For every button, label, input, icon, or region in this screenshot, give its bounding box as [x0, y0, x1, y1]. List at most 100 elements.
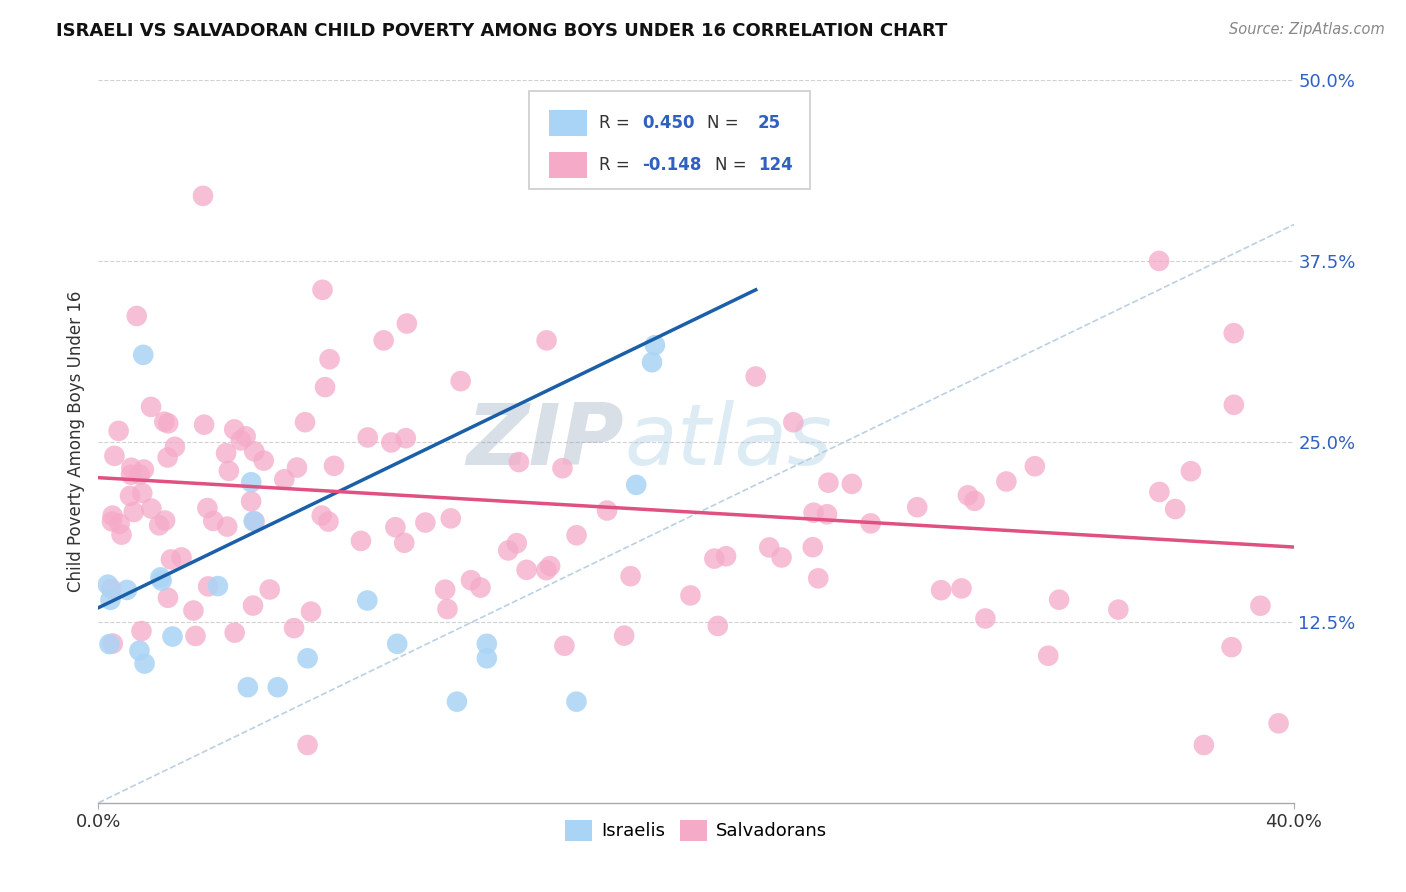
Point	[440, 511, 463, 525]
Point	[1223, 326, 1246, 340]
Point	[215, 446, 238, 460]
Point	[357, 430, 380, 444]
Text: 124: 124	[758, 156, 793, 174]
Text: Source: ZipAtlas.com: Source: ZipAtlas.com	[1229, 22, 1385, 37]
Point	[384, 520, 406, 534]
Point	[242, 599, 264, 613]
Point	[380, 435, 402, 450]
Point	[157, 417, 180, 431]
Point	[613, 629, 636, 643]
Point	[807, 571, 830, 585]
Point	[1038, 648, 1060, 663]
Text: 25: 25	[758, 114, 782, 132]
Point	[596, 503, 619, 517]
Point	[506, 536, 529, 550]
Point	[508, 455, 530, 469]
Y-axis label: Child Poverty Among Boys Under 16: Child Poverty Among Boys Under 16	[66, 291, 84, 592]
Point	[929, 583, 952, 598]
Point	[141, 501, 163, 516]
Point	[626, 478, 648, 492]
Text: R =: R =	[599, 114, 636, 132]
Point	[217, 519, 239, 533]
Point	[553, 639, 575, 653]
Point	[841, 476, 863, 491]
Point	[259, 582, 281, 597]
Point	[565, 528, 588, 542]
Text: atlas: atlas	[624, 400, 832, 483]
Point	[644, 338, 666, 352]
Point	[551, 461, 574, 475]
Point	[815, 507, 838, 521]
Point	[128, 467, 150, 482]
Point	[394, 535, 416, 549]
Point	[118, 489, 141, 503]
FancyBboxPatch shape	[548, 111, 588, 136]
Point	[974, 611, 997, 625]
Point	[218, 464, 240, 478]
Point	[496, 543, 519, 558]
Point	[243, 515, 266, 529]
Point	[470, 581, 492, 595]
Point	[101, 515, 124, 529]
Point	[273, 472, 295, 486]
Point	[1164, 502, 1187, 516]
Point	[242, 514, 264, 528]
Point	[134, 657, 156, 671]
Point	[156, 450, 179, 465]
Point	[758, 541, 780, 555]
Point	[224, 625, 246, 640]
Point	[395, 431, 418, 445]
Point	[122, 505, 145, 519]
Point	[803, 506, 825, 520]
Point	[956, 488, 979, 502]
Point	[120, 467, 142, 482]
Point	[1249, 599, 1271, 613]
Text: -0.148: -0.148	[643, 156, 702, 174]
Point	[160, 552, 183, 566]
Point	[318, 515, 340, 529]
Point	[294, 415, 316, 429]
Point	[184, 629, 207, 643]
Point	[283, 621, 305, 635]
Point	[1223, 398, 1246, 412]
Point	[350, 533, 373, 548]
Point	[100, 592, 122, 607]
Point	[101, 508, 124, 523]
Text: R =: R =	[599, 156, 636, 174]
Point	[1192, 738, 1215, 752]
Point	[240, 494, 263, 508]
Point	[703, 551, 725, 566]
Point	[97, 577, 120, 591]
Point	[267, 680, 290, 694]
Point	[191, 189, 214, 203]
Point	[745, 369, 768, 384]
Point	[1047, 592, 1070, 607]
Point	[1180, 464, 1202, 478]
Point	[963, 493, 986, 508]
Point	[125, 309, 148, 323]
Point	[202, 514, 225, 528]
Point	[950, 582, 973, 596]
Point	[311, 508, 333, 523]
Point	[434, 582, 457, 597]
Point	[475, 637, 498, 651]
Point	[707, 619, 730, 633]
Point	[235, 429, 257, 443]
Point	[995, 475, 1018, 489]
Text: ISRAELI VS SALVADORAN CHILD POVERTY AMONG BOYS UNDER 16 CORRELATION CHART: ISRAELI VS SALVADORAN CHILD POVERTY AMON…	[56, 22, 948, 40]
Point	[131, 624, 153, 638]
Point	[297, 738, 319, 752]
Point	[817, 475, 839, 490]
Point	[318, 352, 340, 367]
Point	[314, 380, 336, 394]
Point	[859, 516, 882, 531]
Point	[714, 549, 737, 564]
Point	[679, 589, 702, 603]
Point	[253, 453, 276, 467]
Point	[139, 400, 162, 414]
Point	[207, 579, 229, 593]
Text: ZIP: ZIP	[467, 400, 624, 483]
Point	[782, 415, 804, 429]
Point	[641, 355, 664, 369]
Point	[193, 417, 215, 432]
